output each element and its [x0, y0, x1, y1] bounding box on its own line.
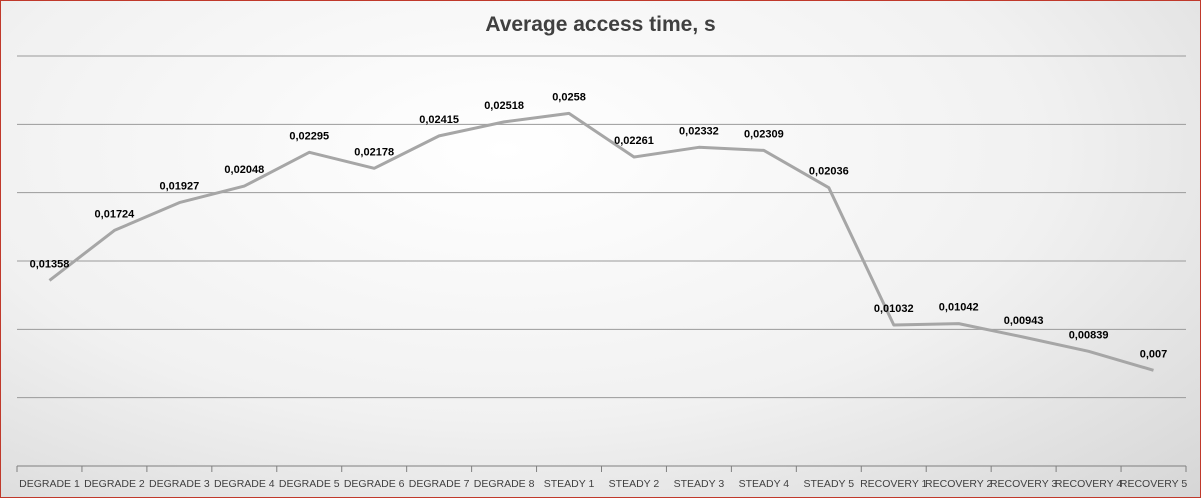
x-tick-label: RECOVERY 2	[925, 478, 992, 490]
x-tick-label: STEADY 2	[609, 478, 660, 490]
data-label: 0,02178	[354, 146, 394, 158]
x-tick-label: DEGRADE 6	[344, 478, 405, 490]
x-tick-label: RECOVERY 4	[1055, 478, 1122, 490]
data-label: 0,01724	[95, 208, 136, 220]
data-label: 0,02036	[809, 166, 849, 178]
data-label: 0,01032	[874, 303, 914, 315]
x-tick-label: RECOVERY 5	[1120, 478, 1187, 490]
x-tick-label: RECOVERY 3	[990, 478, 1057, 490]
data-label: 0,02261	[614, 135, 654, 147]
data-labels: 0,01358 0,01724 0,01927 0,02048 0,02295 0,021…	[30, 91, 1168, 360]
data-label: 0,02518	[484, 100, 524, 112]
data-label: 0,02048	[224, 164, 264, 176]
x-tick-label: DEGRADE 2	[84, 478, 145, 490]
data-label: 0,02295	[289, 130, 329, 142]
x-tick-label: RECOVERY 1	[860, 478, 927, 490]
data-label: 0,02415	[419, 114, 459, 126]
data-label: 0,01927	[159, 181, 199, 193]
x-tick-label: DEGRADE 4	[214, 478, 275, 490]
x-tick-label: DEGRADE 8	[474, 478, 535, 490]
x-tick-label: DEGRADE 1	[19, 478, 80, 490]
x-axis-tick-labels: DEGRADE 1 DEGRADE 2 DEGRADE 3 DEGRADE 4 DEGR…	[19, 478, 1187, 490]
data-label: 0,007	[1140, 348, 1168, 360]
x-tick-label: STEADY 3	[674, 478, 725, 490]
data-label: 0,01042	[939, 302, 979, 314]
gridlines	[17, 55, 1186, 399]
data-label: 0,00839	[1069, 329, 1109, 341]
data-label: 0,02332	[679, 125, 719, 137]
x-tick-label: STEADY 1	[544, 478, 595, 490]
x-tick-label: DEGRADE 3	[149, 478, 210, 490]
x-tick-label: STEADY 5	[804, 478, 855, 490]
series-layer	[48, 111, 1154, 372]
x-tick-label: DEGRADE 5	[279, 478, 340, 490]
data-label: 0,00943	[1004, 315, 1044, 327]
data-label: 0,01358	[30, 258, 70, 270]
data-label: 0,02309	[744, 128, 784, 140]
chart-title: Average access time, s	[485, 13, 716, 36]
series-line	[48, 111, 1154, 372]
data-label: 0,0258	[552, 91, 586, 103]
x-tick-label: STEADY 4	[739, 478, 790, 490]
x-tick-label: DEGRADE 7	[409, 478, 470, 490]
x-axis	[16, 465, 1187, 472]
